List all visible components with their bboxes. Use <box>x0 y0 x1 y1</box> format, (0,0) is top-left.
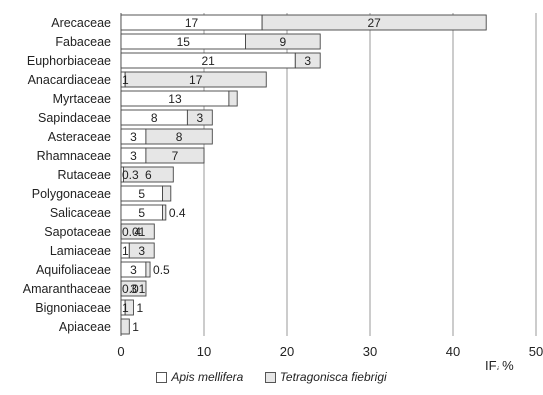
legend-swatch-white <box>156 371 168 383</box>
data-label: 1 <box>132 320 139 334</box>
bar-segment <box>120 223 155 240</box>
bar-segment <box>124 299 134 316</box>
data-label: 3 <box>130 263 137 277</box>
data-label: 1 <box>122 73 129 87</box>
data-label: 0.5 <box>153 263 170 277</box>
bar-segment <box>162 185 172 202</box>
data-label: 0.01 <box>122 225 146 239</box>
data-label: 3 <box>197 111 204 125</box>
category-label: Arecaceae <box>51 16 111 30</box>
data-label: 3 <box>130 282 137 296</box>
x-tick-labels: 0 10 20 30 40 50 <box>117 344 543 359</box>
bar-segment <box>145 147 205 164</box>
bar-segment <box>186 109 213 126</box>
legend: Apis mellifera Tetragonisca fiebrigi <box>0 370 543 386</box>
data-label: 21 <box>201 54 215 68</box>
data-label: 3 <box>130 149 137 163</box>
x-tick-label: 30 <box>363 344 377 359</box>
x-tick-label: 50 <box>529 344 543 359</box>
bar-segment <box>120 318 130 335</box>
legend-item-apis-mellifera: Apis mellifera <box>156 370 243 384</box>
category-label: Fabaceae <box>55 35 111 49</box>
data-label: 5 <box>138 206 145 220</box>
data-label: 17 <box>185 16 199 30</box>
x-axis-label: IFi % <box>485 358 514 370</box>
category-label: Bignoniaceae <box>35 301 111 315</box>
data-label: 0.4 <box>169 206 186 220</box>
data-label: 15 <box>177 35 191 49</box>
x-tick-label: 40 <box>446 344 460 359</box>
data-label: 9 <box>280 35 287 49</box>
category-label: Sapotaceae <box>44 225 111 239</box>
legend-label: Apis mellifera <box>171 370 244 384</box>
category-label: Asteraceae <box>48 130 111 144</box>
data-label: 1 <box>122 244 129 258</box>
data-label: 1 <box>122 301 129 315</box>
category-label: Anacardiaceae <box>28 73 111 87</box>
bar-segment <box>162 204 167 221</box>
data-label: 13 <box>168 92 182 106</box>
x-tick-label: 10 <box>197 344 211 359</box>
bar-segment <box>145 261 151 278</box>
bar-segment <box>294 52 321 69</box>
category-labels: Arecaceae Fabaceae Euphorbiaceae Anacardiac… <box>23 16 111 334</box>
bar-segment <box>124 71 267 88</box>
bar-segment <box>261 14 487 31</box>
legend-label: Tetragonisca fiebrigi <box>279 370 387 384</box>
category-label: Polygonaceae <box>32 187 111 201</box>
data-label: 5 <box>138 187 145 201</box>
category-label: Lamiaceae <box>50 244 111 258</box>
data-label: 3 <box>138 244 145 258</box>
data-label: 17 <box>189 73 203 87</box>
x-tick-label: 0 <box>117 344 124 359</box>
category-label: Sapindaceae <box>38 111 111 125</box>
data-label: 3 <box>304 54 311 68</box>
category-label: Salicaceae <box>50 206 111 220</box>
category-label: Euphorbiaceae <box>27 54 111 68</box>
data-label: 27 <box>367 16 381 30</box>
bar-segment <box>228 90 238 107</box>
category-label: Apiaceae <box>59 320 111 334</box>
bar-segment <box>128 242 155 259</box>
data-label: 1 <box>136 301 143 315</box>
legend-item-tetragonisca-fiebrigi: Tetragonisca fiebrigi <box>264 370 387 384</box>
bar-segment <box>145 128 213 145</box>
data-label: 8 <box>176 130 183 144</box>
x-tick-label: 20 <box>280 344 294 359</box>
category-label: Amaranthaceae <box>23 282 111 296</box>
category-label: Myrtaceae <box>53 92 111 106</box>
data-label: 8 <box>151 111 158 125</box>
data-label: 7 <box>172 149 179 163</box>
data-label: 0.3 <box>122 168 139 182</box>
category-label: Rhamnaceae <box>37 149 111 163</box>
data-label: 4 <box>134 225 141 239</box>
bar-segment <box>120 280 147 297</box>
category-label: Aquifoliaceae <box>36 263 111 277</box>
data-label: 3 <box>130 130 137 144</box>
data-label: 6 <box>145 168 152 182</box>
bar-segment <box>245 33 321 50</box>
bar-segment <box>123 166 174 183</box>
legend-swatch-gray <box>264 371 276 383</box>
data-label: 0.01 <box>122 282 146 296</box>
category-label: Rutaceae <box>57 168 111 182</box>
